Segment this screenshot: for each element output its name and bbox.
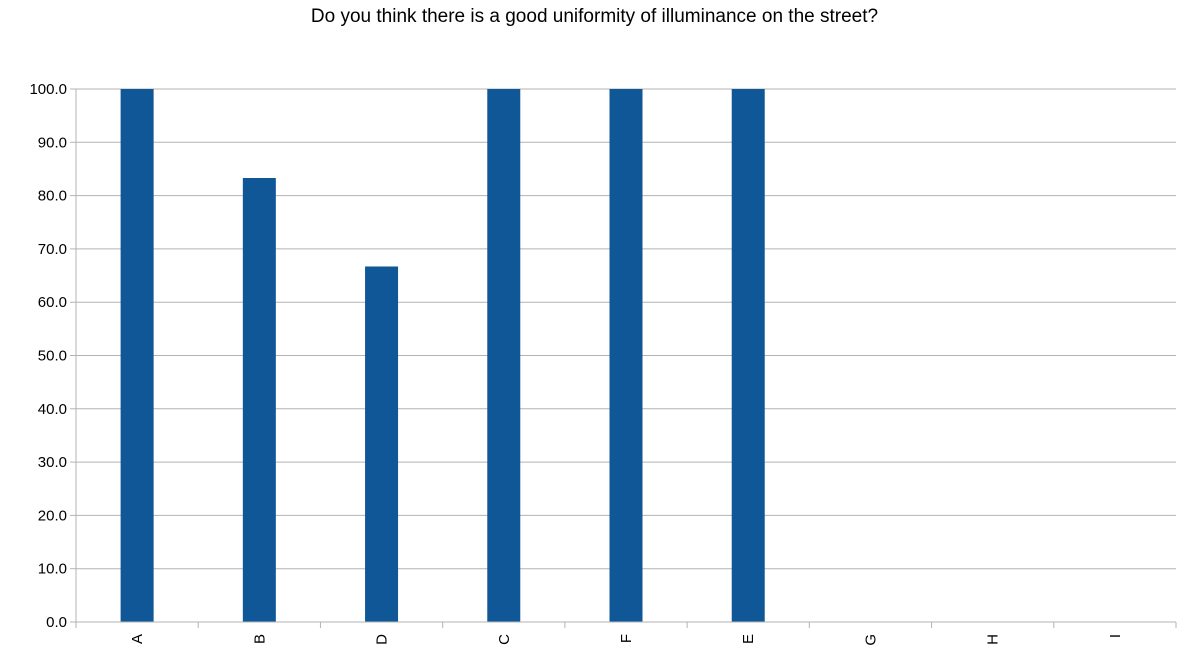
- y-tick-label: 0.0: [46, 614, 67, 631]
- bars: [120, 89, 765, 623]
- x-tick-label: I: [1107, 634, 1124, 638]
- bar-C: [487, 89, 521, 622]
- x-tick-label: H: [985, 634, 1002, 645]
- x-tick-label: A: [129, 634, 146, 644]
- y-tick-label: 30.0: [38, 454, 67, 471]
- axes: [70, 88, 1177, 628]
- y-tick-label: 60.0: [38, 294, 67, 311]
- x-tick-label: E: [740, 634, 757, 644]
- x-tick-label: C: [496, 634, 513, 645]
- y-tick-label: 100.0: [29, 81, 67, 98]
- y-tick-label: 50.0: [38, 348, 67, 365]
- y-tick-label: 20.0: [38, 507, 67, 524]
- bar-B: [242, 178, 276, 623]
- bar-F: [609, 89, 643, 622]
- y-tick-label: 90.0: [38, 134, 67, 151]
- x-tick-label: D: [374, 634, 391, 645]
- y-tick-label: 10.0: [38, 561, 67, 578]
- x-tick-label: G: [862, 634, 879, 646]
- x-tick-label: F: [618, 634, 635, 643]
- y-tick-labels: 0.0 10.0 20.0 30.0 40.0 50.0 60.0 70.0 80.0 90.0 1…: [29, 81, 67, 631]
- bar-D: [365, 266, 399, 622]
- bar-E: [731, 89, 765, 622]
- y-tick-label: 40.0: [38, 401, 67, 418]
- x-tick-label: B: [251, 634, 268, 644]
- y-tick-label: 70.0: [38, 241, 67, 258]
- bar-A: [120, 89, 154, 622]
- y-tick-label: 80.0: [38, 188, 67, 205]
- chart-title: Do you think there is a good uniformity …: [310, 6, 879, 27]
